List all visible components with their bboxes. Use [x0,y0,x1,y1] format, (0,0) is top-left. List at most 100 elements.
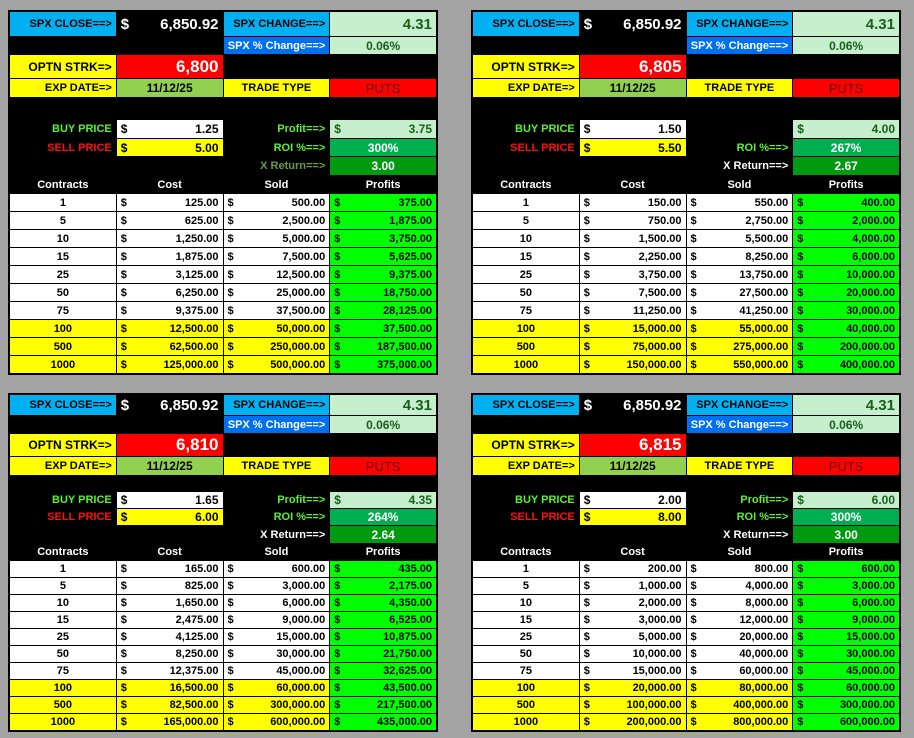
profit-cell[interactable]: $10,000.00 [793,266,899,283]
trade-type-value[interactable]: PUTS [793,457,899,475]
exp-date-value[interactable]: 11/12/25 [579,457,686,475]
trade-type-value[interactable]: PUTS [793,79,899,97]
strike-value[interactable]: 6,805 [579,55,686,78]
sell-price-input[interactable]: $8.00 [579,509,686,525]
cost-cell[interactable]: $15,000.00 [579,663,686,679]
sold-cell[interactable]: $600.00 [223,561,330,577]
contracts-cell[interactable]: 100 [473,680,579,696]
sold-cell[interactable]: $25,000.00 [223,284,330,301]
strike-value[interactable]: 6,800 [116,55,223,78]
profit-cell[interactable]: $6,000.00 [793,595,899,611]
cost-cell[interactable]: $11,250.00 [579,302,686,319]
strike-value[interactable]: 6,810 [116,434,223,456]
cost-cell[interactable]: $15,000.00 [579,320,686,337]
cost-cell[interactable]: $5,000.00 [579,629,686,645]
spx-change-value[interactable]: 4.31 [793,12,899,36]
profit-cell[interactable]: $600.00 [793,561,899,577]
contracts-cell[interactable]: 500 [473,697,579,713]
cost-cell[interactable]: $7,500.00 [579,284,686,301]
cost-cell[interactable]: $200,000.00 [579,714,686,730]
cost-cell[interactable]: $2,250.00 [579,248,686,265]
profit-cell[interactable]: $6,525.00 [330,612,436,628]
spx-change-value[interactable]: 4.31 [330,395,436,415]
profit-cell[interactable]: $40,000.00 [793,320,899,337]
cost-cell[interactable]: $1,500.00 [579,230,686,247]
cost-cell[interactable]: $625.00 [116,212,223,229]
profit-cell[interactable]: $600,000.00 [793,714,899,730]
cost-cell[interactable]: $8,250.00 [116,646,223,662]
sold-cell[interactable]: $45,000.00 [223,663,330,679]
contracts-cell[interactable]: 5 [473,212,579,229]
sell-price-input[interactable]: $6.00 [116,509,223,525]
profit-cell[interactable]: $21,750.00 [330,646,436,662]
sold-cell[interactable]: $275,000.00 [686,338,793,355]
sold-cell[interactable]: $550,000.00 [686,356,793,373]
cost-cell[interactable]: $3,125.00 [116,266,223,283]
profit-cell[interactable]: $400,000.00 [793,356,899,373]
sold-cell[interactable]: $8,250.00 [686,248,793,265]
cost-cell[interactable]: $2,000.00 [579,595,686,611]
cost-cell[interactable]: $125.00 [116,194,223,211]
profit-cell[interactable]: $3,000.00 [793,578,899,594]
cost-cell[interactable]: $12,500.00 [116,320,223,337]
profit-cell[interactable]: $200,000.00 [793,338,899,355]
spx-close-value[interactable]: $6,850.92 [116,12,223,36]
contracts-cell[interactable]: 75 [10,663,116,679]
spx-close-value[interactable]: $6,850.92 [579,395,686,415]
profit-cell[interactable]: $4,350.00 [330,595,436,611]
profit-cell[interactable]: $5,625.00 [330,248,436,265]
profit-cell[interactable]: $10,875.00 [330,629,436,645]
contracts-cell[interactable]: 100 [473,320,579,337]
contracts-cell[interactable]: 500 [10,338,116,355]
contracts-cell[interactable]: 75 [10,302,116,319]
contracts-cell[interactable]: 5 [10,578,116,594]
cost-cell[interactable]: $825.00 [116,578,223,594]
contracts-cell[interactable]: 10 [473,595,579,611]
sold-cell[interactable]: $800.00 [686,561,793,577]
cost-cell[interactable]: $150,000.00 [579,356,686,373]
cost-cell[interactable]: $1,000.00 [579,578,686,594]
trade-type-value[interactable]: PUTS [330,457,436,475]
sold-cell[interactable]: $8,000.00 [686,595,793,611]
cost-cell[interactable]: $6,250.00 [116,284,223,301]
sold-cell[interactable]: $13,750.00 [686,266,793,283]
contracts-cell[interactable]: 1 [10,561,116,577]
contracts-cell[interactable]: 1000 [473,714,579,730]
sold-cell[interactable]: $250,000.00 [223,338,330,355]
profit-cell[interactable]: $400.00 [793,194,899,211]
sold-cell[interactable]: $41,250.00 [686,302,793,319]
profit-cell[interactable]: $43,500.00 [330,680,436,696]
trade-type-value[interactable]: PUTS [330,79,436,97]
contracts-cell[interactable]: 50 [473,646,579,662]
sold-cell[interactable]: $37,500.00 [223,302,330,319]
profit-cell[interactable]: $4,000.00 [793,230,899,247]
spx-close-value[interactable]: $6,850.92 [579,12,686,36]
sold-cell[interactable]: $12,500.00 [223,266,330,283]
cost-cell[interactable]: $82,500.00 [116,697,223,713]
profit-cell[interactable]: $37,500.00 [330,320,436,337]
sold-cell[interactable]: $50,000.00 [223,320,330,337]
buy-price-input[interactable]: $2.00 [579,492,686,508]
cost-cell[interactable]: $100,000.00 [579,697,686,713]
cost-cell[interactable]: $20,000.00 [579,680,686,696]
profit-cell[interactable]: $3,750.00 [330,230,436,247]
profit-cell[interactable]: $45,000.00 [793,663,899,679]
profit-cell[interactable]: $15,000.00 [793,629,899,645]
contracts-cell[interactable]: 1 [10,194,116,211]
contracts-cell[interactable]: 10 [473,230,579,247]
contracts-cell[interactable]: 1 [473,561,579,577]
sold-cell[interactable]: $15,000.00 [223,629,330,645]
exp-date-value[interactable]: 11/12/25 [579,79,686,97]
contracts-cell[interactable]: 15 [473,612,579,628]
sold-cell[interactable]: $3,000.00 [223,578,330,594]
contracts-cell[interactable]: 50 [473,284,579,301]
sold-cell[interactable]: $600,000.00 [223,714,330,730]
profit-cell[interactable]: $32,625.00 [330,663,436,679]
sold-cell[interactable]: $9,000.00 [223,612,330,628]
contracts-cell[interactable]: 500 [10,697,116,713]
cost-cell[interactable]: $750.00 [579,212,686,229]
cost-cell[interactable]: $2,475.00 [116,612,223,628]
sold-cell[interactable]: $800,000.00 [686,714,793,730]
sell-price-input[interactable]: $5.00 [116,139,223,156]
profit-cell[interactable]: $2,000.00 [793,212,899,229]
